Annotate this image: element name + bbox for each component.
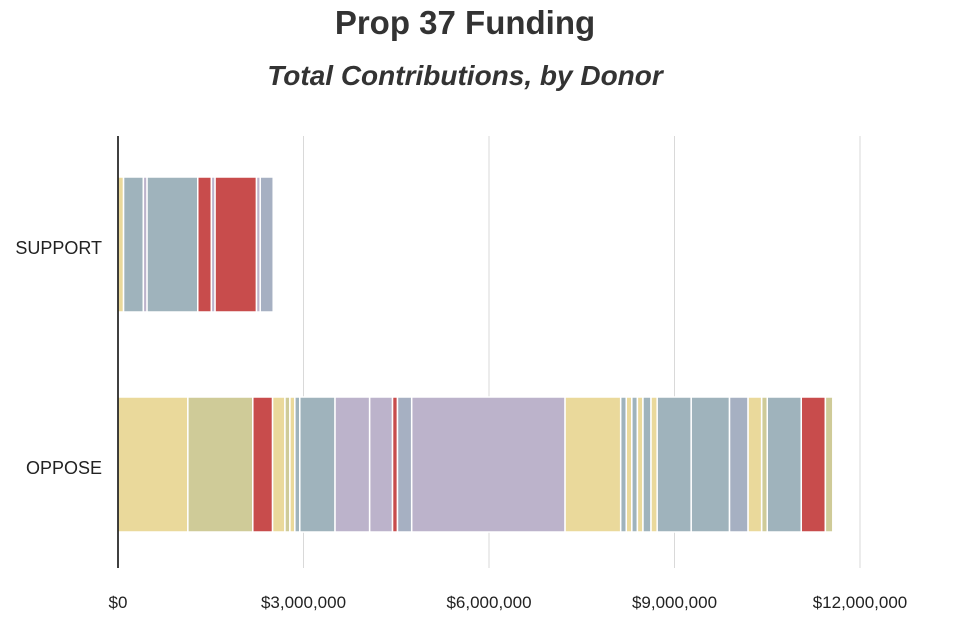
bar-segment-oppose: [334, 396, 371, 533]
x-tick-label: $3,000,000: [261, 593, 346, 612]
bar-segment-support: [122, 176, 145, 313]
chart-title: Prop 37 Funding: [334, 4, 596, 41]
bar-segment-support: [197, 176, 213, 313]
bar-segment-oppose: [800, 396, 827, 533]
x-tick-label: $6,000,000: [446, 593, 531, 612]
bars: [117, 176, 834, 533]
x-tick-label: $0: [109, 593, 128, 612]
bar-segment-oppose: [728, 396, 749, 533]
bar-segment-oppose: [410, 396, 566, 533]
bar-segment-oppose: [271, 396, 286, 533]
bar-segment-oppose: [564, 396, 622, 533]
bar-segment-oppose: [760, 396, 768, 533]
bar-segment-support: [146, 176, 199, 313]
chart-subtitle: Total Contributions, by Donor: [267, 60, 663, 91]
bar-segment-oppose: [636, 396, 644, 533]
bar-segment-oppose: [252, 396, 274, 533]
x-axis-ticks: $0 $3,000,000 $6,000,000 $9,000,000 $12,000,…: [109, 593, 908, 612]
bar-segment-oppose: [690, 396, 731, 533]
bar-segment-oppose: [656, 396, 692, 533]
category-label-support: SUPPORT: [15, 238, 102, 258]
bar-segment-oppose: [299, 396, 336, 533]
bar-segment-oppose: [396, 396, 413, 533]
bar-segment-oppose: [766, 396, 803, 533]
bar-segment-oppose: [625, 396, 633, 533]
bar-segment-oppose: [642, 396, 652, 533]
bar-segment-oppose: [368, 396, 394, 533]
bar-segment-oppose: [824, 396, 834, 533]
bar-segment-oppose: [619, 396, 628, 533]
x-tick-label: $9,000,000: [632, 593, 717, 612]
bar-segment-oppose: [117, 396, 189, 533]
bar-segment-support: [259, 176, 274, 313]
bar-segment-oppose: [747, 396, 763, 533]
bar-segment-oppose: [187, 396, 254, 533]
bar-segment-support: [117, 176, 125, 313]
bar-segment-support: [214, 176, 258, 313]
category-label-oppose: OPPOSE: [26, 458, 102, 478]
x-tick-label: $12,000,000: [813, 593, 908, 612]
bar-segment-oppose: [631, 396, 639, 533]
bar-segment-oppose: [650, 396, 658, 533]
